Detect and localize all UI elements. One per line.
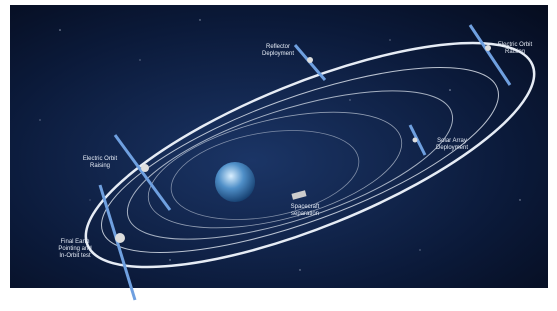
stage-label: separation xyxy=(291,211,319,217)
stage-label: Solar Array xyxy=(437,138,467,144)
stage-label: Raising xyxy=(90,163,110,169)
stage-label: Final Earth xyxy=(60,239,89,245)
stage-label: Electric Orbit xyxy=(498,42,533,48)
stage-label: Spacecraft xyxy=(291,204,320,210)
stage-label: Raising xyxy=(505,49,525,55)
earth xyxy=(215,162,255,202)
stage-label: Electric Orbit xyxy=(83,156,118,162)
stage-label: Deployment xyxy=(436,145,468,151)
stage-label: Pointing and xyxy=(58,246,91,252)
stage-label: In-Orbit test xyxy=(59,253,91,259)
orbit-diagram: ReflectorDeploymentElectric OrbitRaising… xyxy=(0,0,557,311)
stage-label: Reflector xyxy=(266,44,290,50)
stage-label: Deployment xyxy=(262,51,294,57)
